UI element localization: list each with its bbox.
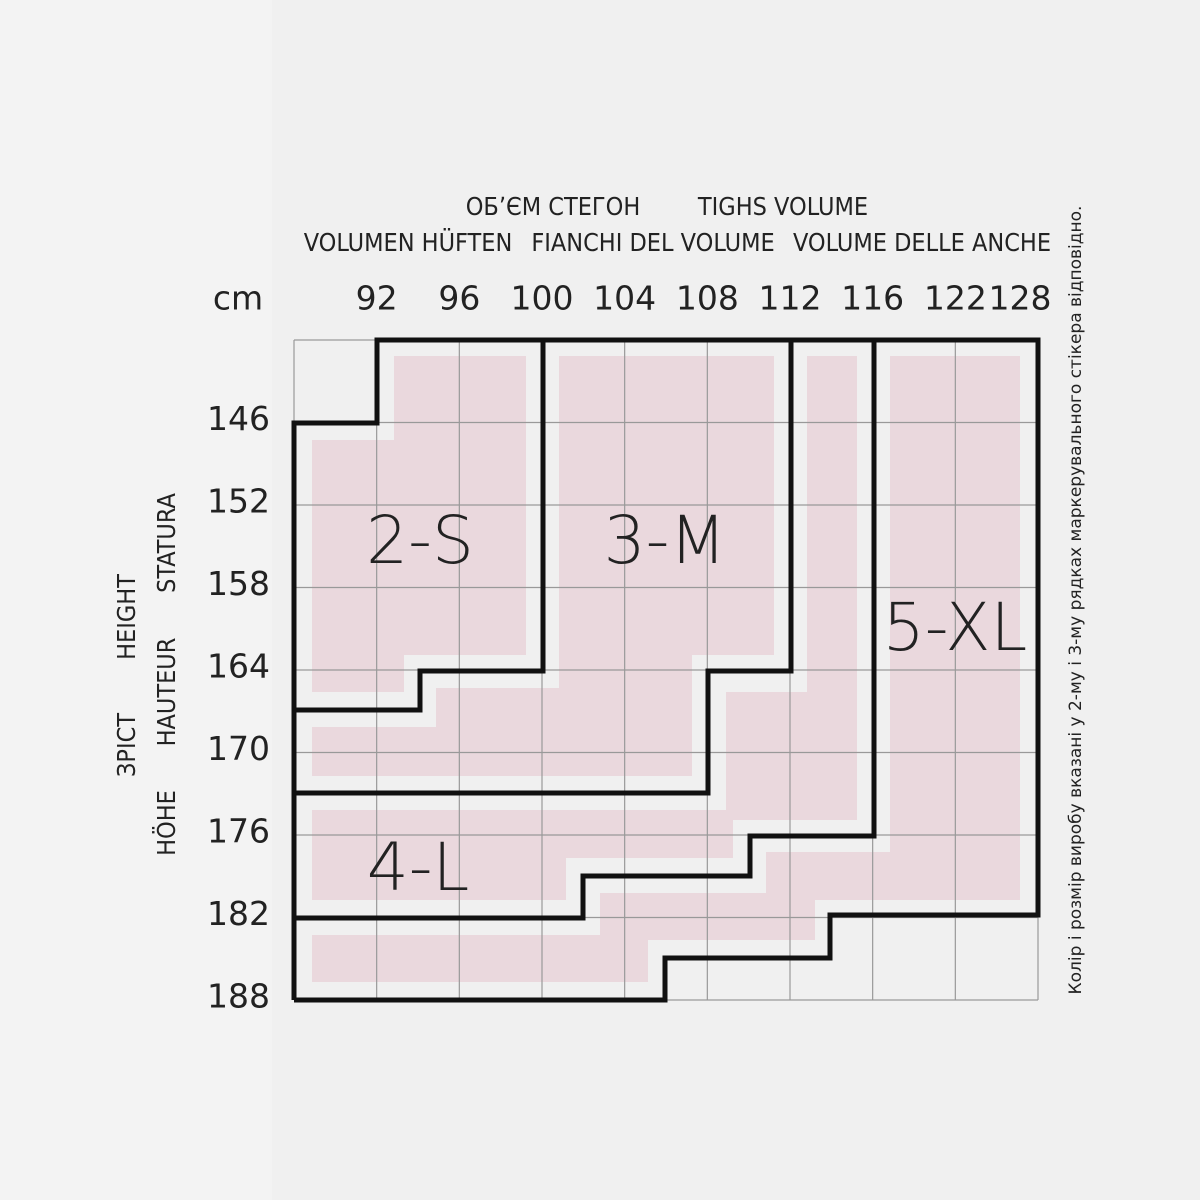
column-label: 116 — [841, 279, 904, 318]
height-label: HAUTEUR — [152, 638, 181, 747]
hips-label: ОБʼЄМ СТЕГОН — [466, 192, 641, 221]
hips-label: FIANCHI DEL VOLUME — [531, 228, 774, 257]
column-label: 122 — [924, 279, 987, 318]
row-label: 152 — [207, 482, 270, 521]
size-label: 5-XL — [883, 589, 1028, 666]
area-3m — [312, 356, 774, 776]
size-label: 2-S — [366, 502, 474, 579]
height-label: HEIGHT — [112, 574, 141, 660]
height-label: ЗРІСТ — [112, 713, 141, 777]
column-label: 104 — [593, 279, 656, 318]
outline-3m — [294, 340, 794, 796]
column-label: 96 — [438, 279, 480, 318]
outline-4l — [294, 340, 877, 921]
height-label: STATURA — [152, 493, 181, 593]
height-label: HÖHE — [152, 790, 181, 856]
outline-2s — [294, 340, 546, 713]
column-label: 100 — [511, 279, 574, 318]
hips-label: VOLUME DELLE ANCHE — [793, 228, 1051, 257]
row-label: 176 — [207, 812, 270, 851]
size-label: 3-M — [604, 502, 727, 579]
column-label: 112 — [759, 279, 822, 318]
note: Колір і розмір виробу вказані у 2-му і 3… — [1066, 206, 1086, 995]
area-5xl — [312, 356, 1020, 982]
side-panel — [0, 0, 272, 1200]
outer-outline — [291, 337, 1041, 1003]
row-label: 146 — [207, 399, 270, 438]
size-label: 4-L — [367, 829, 470, 906]
row-label: 170 — [207, 729, 270, 768]
area-2s — [312, 356, 526, 692]
row-label: 188 — [207, 977, 270, 1016]
column-label: 108 — [676, 279, 739, 318]
size-outlines — [291, 337, 1041, 1003]
unit: cm — [213, 279, 263, 318]
column-label: 128 — [989, 279, 1052, 318]
row-label: 164 — [207, 647, 270, 686]
hips-label: TIGHS VOLUME — [697, 192, 868, 221]
hips-label: VOLUMEN HÜFTEN — [304, 228, 513, 257]
pink-areas — [312, 356, 1020, 982]
row-label: 158 — [207, 564, 270, 603]
area-between — [312, 356, 857, 900]
row-label: 182 — [207, 894, 270, 933]
column-label: 92 — [356, 279, 398, 318]
